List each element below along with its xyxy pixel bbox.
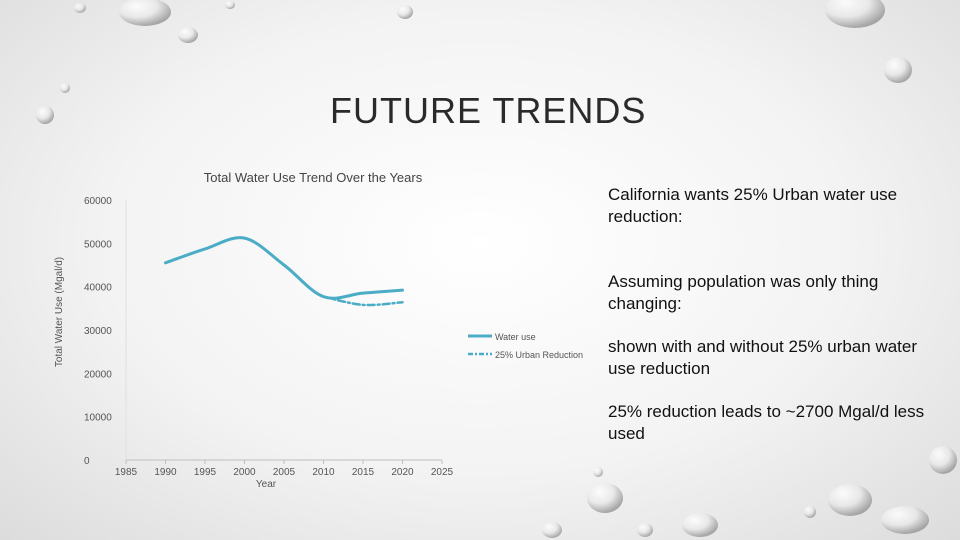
x-tick-label: 1990 bbox=[154, 467, 177, 478]
bullet-savings: 25% reduction leads to ~2700 Mgal/d less… bbox=[608, 402, 925, 443]
y-tick-label: 10000 bbox=[84, 413, 112, 424]
legend-label: 25% Urban Reduction bbox=[495, 350, 583, 360]
x-tick-label: 1995 bbox=[194, 467, 217, 478]
x-tick-label: 2010 bbox=[312, 467, 335, 478]
bullet-assumption: Assuming population was only thing chang… bbox=[608, 272, 879, 313]
y-tick-label: 50000 bbox=[84, 239, 112, 250]
water-use-chart: Total Water Use Trend Over the Years Tot… bbox=[54, 170, 583, 490]
x-tick-label: 2000 bbox=[233, 467, 256, 478]
y-axis-label: Total Water Use (Mgal/d) bbox=[54, 257, 65, 367]
slide-title: FUTURE TRENDS bbox=[330, 90, 647, 131]
y-tick-label: 0 bbox=[84, 456, 90, 467]
x-tick-label: 1985 bbox=[115, 467, 138, 478]
bullet-reduction-goal: California wants 25% Urban water use red… bbox=[608, 185, 898, 226]
chart-legend: Water use 25% Urban Reduction bbox=[468, 332, 583, 360]
chart-title: Total Water Use Trend Over the Years bbox=[204, 170, 423, 185]
y-tick-label: 20000 bbox=[84, 369, 112, 380]
y-tick-label: 60000 bbox=[84, 196, 112, 207]
y-tick-label: 40000 bbox=[84, 283, 112, 294]
legend-label: Water use bbox=[495, 332, 536, 342]
x-tick-label: 2020 bbox=[391, 467, 414, 478]
series-line-urban-reduction bbox=[322, 295, 404, 307]
series-line-water-use bbox=[164, 236, 404, 300]
y-tick-label: 30000 bbox=[84, 326, 112, 337]
x-tick-label: 2025 bbox=[431, 467, 454, 478]
x-tick-label: 2015 bbox=[352, 467, 375, 478]
x-axis-label: Year bbox=[256, 479, 277, 490]
bullet-comparison: shown with and without 25% urban water u… bbox=[608, 337, 918, 378]
x-tick-label: 2005 bbox=[273, 467, 296, 478]
water-drop-icon bbox=[36, 0, 957, 538]
